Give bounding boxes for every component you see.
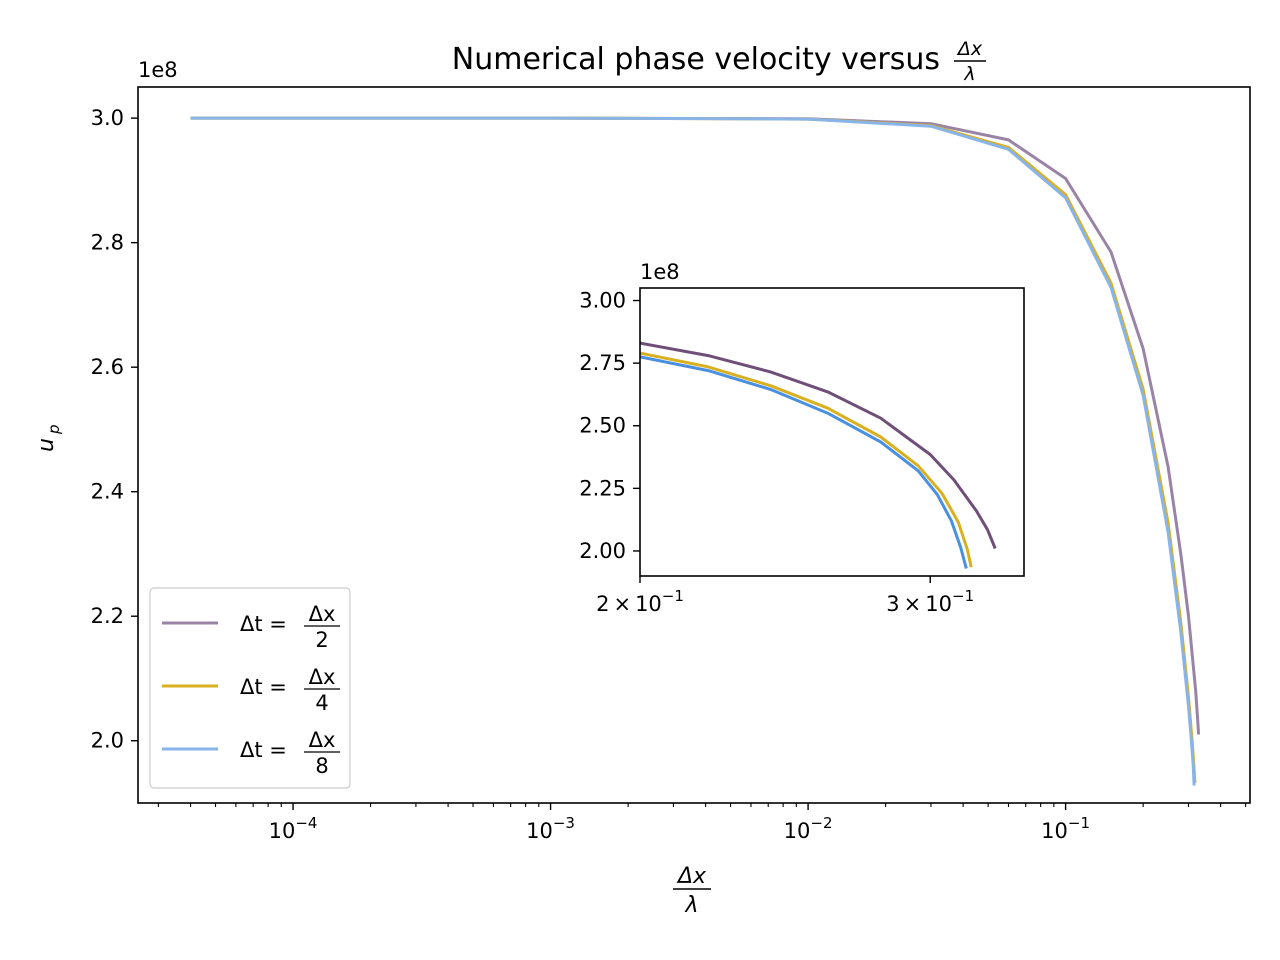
inset-x-tick-label: 2 × 10−1 xyxy=(596,587,684,616)
inset-x-tick-exponent: −1 xyxy=(952,587,974,605)
inset-frame xyxy=(639,287,1025,577)
inset-x-tick-exponent: −1 xyxy=(662,587,684,605)
main-x-tick-exponent: −4 xyxy=(295,814,317,832)
legend-label-denominator: 4 xyxy=(315,691,328,715)
main-x-tick-base: 10 xyxy=(526,819,553,843)
main-y-offset-label: 1e8 xyxy=(138,58,178,82)
x-axis-label-num: Δx xyxy=(676,864,707,889)
inset-series-line-3 xyxy=(640,355,968,569)
main-x-tick-exponent: −2 xyxy=(810,814,832,832)
main-x-tick-exponent: −3 xyxy=(553,814,575,832)
inset-y-offset-label: 1e8 xyxy=(640,260,680,284)
legend-label-denominator: 8 xyxy=(315,754,328,778)
inset-x-tick-base: 10 xyxy=(925,592,952,616)
legend-label-prefix: Δt = xyxy=(240,738,287,762)
y-axis-label-main: u xyxy=(34,438,59,452)
main-y-tick-label: 3.0 xyxy=(91,106,124,130)
inset-y-tick-label: 2.75 xyxy=(579,351,626,375)
legend-label-numerator: Δx xyxy=(309,602,336,626)
main-x-tick-base: 10 xyxy=(269,819,296,843)
y-axis-label: u p xyxy=(34,424,63,452)
y-axis-label-sub: p xyxy=(45,424,63,435)
main-plot: 2.02.22.42.62.83.0 10−4 10−3 10−2 10−1 1e8 xyxy=(91,58,1251,843)
main-y-tick-label: 2.8 xyxy=(91,231,124,255)
inset-x-tick-times: × xyxy=(904,592,922,616)
inset-x-tick-times: × xyxy=(613,592,631,616)
chart-title-frac-den: λ xyxy=(963,63,975,85)
inset-y-tick-label: 2.25 xyxy=(579,476,626,500)
inset-x-tick-label: 3 × 10−1 xyxy=(886,587,974,616)
inset-series-line-1 xyxy=(640,341,997,550)
inset-x-tick-mantissa: 2 xyxy=(596,592,609,616)
inset-x-tick-mantissa: 3 xyxy=(886,592,899,616)
main-y-tick-label: 2.2 xyxy=(91,604,124,628)
main-x-tick-label: 10−1 xyxy=(1041,814,1090,843)
chart-title-frac-num: Δx xyxy=(956,38,983,60)
legend-label-prefix: Δt = xyxy=(240,675,287,699)
inset-series-line-2 xyxy=(640,351,973,568)
inset-y-tick-label: 2.50 xyxy=(579,414,626,438)
main-x-tick-exponent: −1 xyxy=(1068,814,1090,832)
inset-background xyxy=(640,288,1024,576)
inset-y-tick-label: 2.00 xyxy=(579,539,626,563)
main-y-tick-label: 2.6 xyxy=(91,355,124,379)
x-axis-label-den: λ xyxy=(684,893,698,918)
main-x-tick-label: 10−4 xyxy=(269,814,318,843)
legend-frame xyxy=(149,587,351,789)
inset-x-tick-base: 10 xyxy=(635,592,662,616)
inset-y-tick-label: 3.00 xyxy=(579,289,626,313)
main-y-tick-label: 2.4 xyxy=(91,480,124,504)
chart-title-text: Numerical phase velocity versus xyxy=(452,42,940,77)
main-y-tick-label: 2.0 xyxy=(91,729,124,753)
legend-label-denominator: 2 xyxy=(315,628,328,652)
main-plot-frame xyxy=(137,86,1251,804)
inset-plot: 2.002.252.502.753.00 2 × 10−1 3 × 10−1 1e8 xyxy=(579,260,1025,616)
chart-title: Numerical phase velocity versus Δx λ xyxy=(452,38,986,85)
legend-label-prefix: Δt = xyxy=(240,612,287,636)
main-x-tick-base: 10 xyxy=(1041,819,1068,843)
main-x-tick-base: 10 xyxy=(784,819,811,843)
legend-label-numerator: Δx xyxy=(309,665,336,689)
main-series-line-3 xyxy=(190,116,1196,786)
main-x-tick-label: 10−3 xyxy=(526,814,575,843)
main-x-tick-label: 10−2 xyxy=(784,814,833,843)
legend-label-numerator: Δx xyxy=(309,728,336,752)
x-axis-label: Δx λ xyxy=(673,864,711,918)
